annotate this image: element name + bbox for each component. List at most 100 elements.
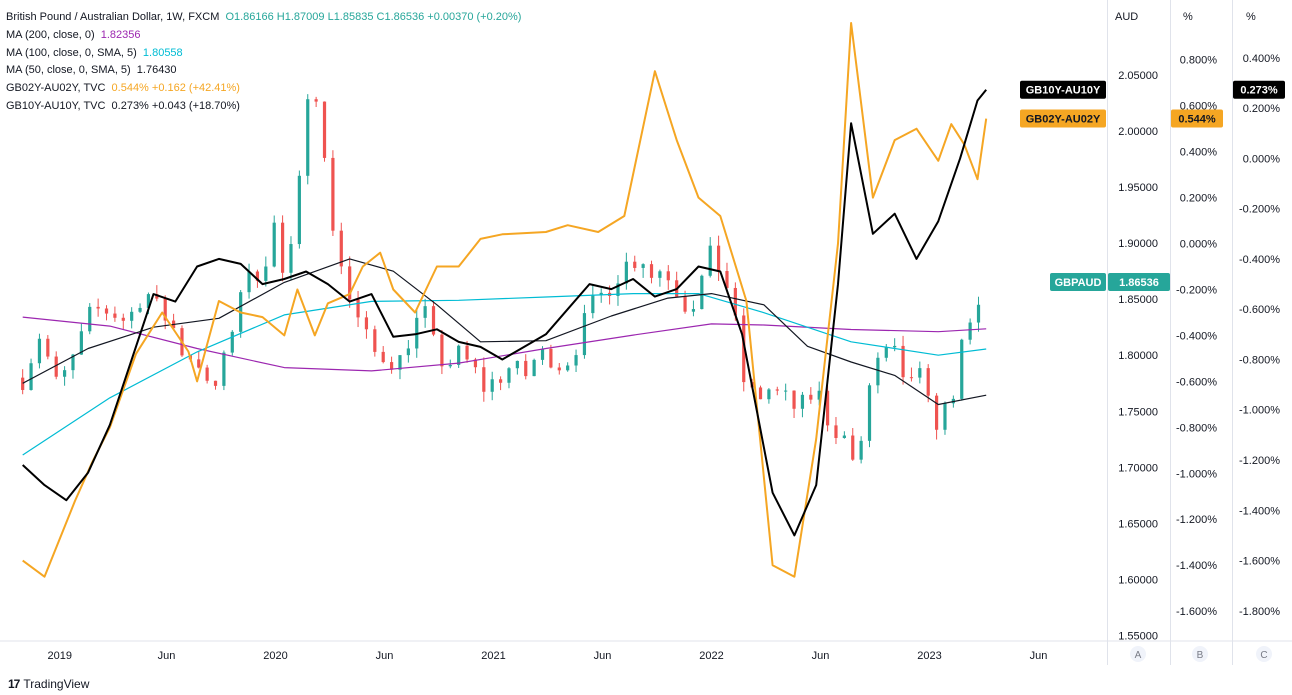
candle-body [524, 360, 528, 377]
candle-body [163, 298, 167, 321]
axis-buttons[interactable]: A B C [1130, 646, 1272, 662]
candle-body [708, 245, 712, 276]
legend-ma100[interactable]: MA (100, close, 0, SMA, 5) 1.80558 [6, 45, 521, 63]
axis-button-a [1130, 646, 1146, 662]
candle-body [767, 389, 771, 400]
candle-body [666, 271, 670, 281]
candle-body [272, 222, 276, 267]
legend-gb10y[interactable]: GB10Y-AU10Y, TVC 0.273% +0.043 (+18.70%) [6, 98, 521, 116]
candle-body [633, 261, 637, 268]
axis-button-label: C [1260, 650, 1267, 661]
y-tick-label: -0.400% [1239, 254, 1280, 266]
gb02y-name-tag-text: GB02Y-AU02Y [1026, 114, 1101, 126]
candle-body [775, 389, 779, 391]
candle-body [641, 264, 645, 268]
candle-body [406, 348, 410, 356]
tradingview-footer[interactable]: 17 TradingView [8, 677, 89, 691]
candle-body [381, 351, 385, 363]
gbpaud-candles [21, 94, 981, 464]
candle-body [297, 175, 301, 245]
gb10y-name-tag-text: GB10Y-AU10Y [1026, 85, 1101, 97]
x-tick-label: 2023 [917, 650, 941, 662]
y-tick-label: 1.75000 [1118, 406, 1158, 418]
candle-body [255, 271, 260, 281]
candle-body [213, 380, 218, 386]
legend-ma50[interactable]: MA (50, close, 0, SMA, 5) 1.76430 [6, 62, 521, 80]
brand-name: TradingView [23, 677, 90, 691]
axis-button-c [1256, 646, 1272, 662]
candle-body [482, 367, 486, 392]
x-tick-label: Jun [158, 650, 176, 662]
candle-body [792, 390, 796, 409]
series-line-gb10yau10y [22, 89, 987, 537]
y-tick-label: 1.85000 [1118, 294, 1158, 306]
candle-body [373, 329, 377, 352]
candle-body [130, 311, 134, 321]
candle-body [490, 379, 494, 392]
y-tick-label: -0.600% [1176, 376, 1217, 388]
x-tick-label: 2019 [47, 650, 71, 662]
candle-body [784, 390, 788, 392]
gb02y-value-tag-text: 0.544% [1178, 114, 1216, 126]
candle-body [716, 245, 721, 272]
y-tick-label: -1.600% [1176, 606, 1217, 618]
candle-body [138, 307, 142, 312]
y-tick-label: 1.55000 [1118, 630, 1158, 642]
legend-ma200[interactable]: MA (200, close, 0) 1.82356 [6, 27, 521, 45]
candle-body [21, 377, 25, 390]
candle-body [825, 390, 830, 426]
candle-body [88, 306, 92, 332]
candle-body [222, 352, 226, 386]
candle-body [968, 322, 972, 340]
candle-body [901, 345, 905, 378]
candle-body [859, 440, 863, 460]
axis-unit-label: % [1183, 11, 1193, 23]
y-tick-label: 2.05000 [1118, 70, 1158, 82]
y-tick-label: 0.400% [1180, 147, 1218, 159]
candle-body [582, 313, 587, 356]
y-tick-label: 2.00000 [1118, 126, 1158, 138]
candle-body [658, 271, 662, 278]
candle-body [306, 99, 310, 176]
gb02y-name-tag-box [1020, 109, 1106, 128]
y-tick-label: 0.000% [1180, 239, 1218, 251]
y-tick-label: 0.000% [1243, 153, 1281, 165]
indicator-value: 1.80558 [142, 46, 183, 59]
candle-body [683, 296, 687, 312]
candle-body [943, 403, 947, 430]
axis-unit-label: AUD [1115, 11, 1138, 23]
candle-body [197, 359, 201, 368]
x-axis-ticks: 2019 Jun 2020 Jun 2021 Jun 2022 Jun 2023 Jun [47, 650, 1047, 662]
candle-body [331, 157, 335, 231]
candle-body [113, 313, 117, 318]
x-tick-label: 2020 [263, 650, 287, 662]
symbol-title: British Pound / Australian Dollar, 1W, F… [6, 11, 220, 23]
indicator-label: GB10Y-AU10Y, TVC [6, 99, 106, 112]
indicator-value: 1.82356 [100, 28, 141, 41]
candle-body [851, 435, 855, 460]
candle-body [624, 261, 628, 284]
candle-body [457, 345, 461, 365]
candle-body [339, 230, 343, 267]
candle-body [322, 101, 327, 158]
legend-gb02y[interactable]: GB02Y-AU02Y, TVC 0.544% +0.162 (+42.41%) [6, 80, 521, 98]
y-tick-label: -0.800% [1176, 422, 1217, 434]
candle-body [37, 338, 42, 364]
y-tick-label: 1.70000 [1118, 462, 1158, 474]
gbpaud-value-tag-text: 1.86536 [1119, 277, 1159, 289]
y-tick-label: -1.400% [1176, 560, 1217, 572]
indicator-value: 0.544% +0.162 (+42.41%) [111, 82, 240, 95]
axis-button-label: B [1197, 650, 1204, 661]
y-tick-label: -1.800% [1239, 606, 1280, 618]
y-tick-label: -0.400% [1176, 330, 1217, 342]
y-tick-label: 1.80000 [1118, 350, 1158, 362]
candle-body [934, 395, 939, 430]
candle-body [448, 364, 452, 367]
candle-body [96, 306, 100, 309]
candle-body [532, 359, 536, 377]
axis-button-b [1192, 646, 1208, 662]
indicator-value: 1.76430 [136, 64, 177, 77]
candle-body [29, 363, 33, 390]
candle-body [566, 365, 570, 371]
